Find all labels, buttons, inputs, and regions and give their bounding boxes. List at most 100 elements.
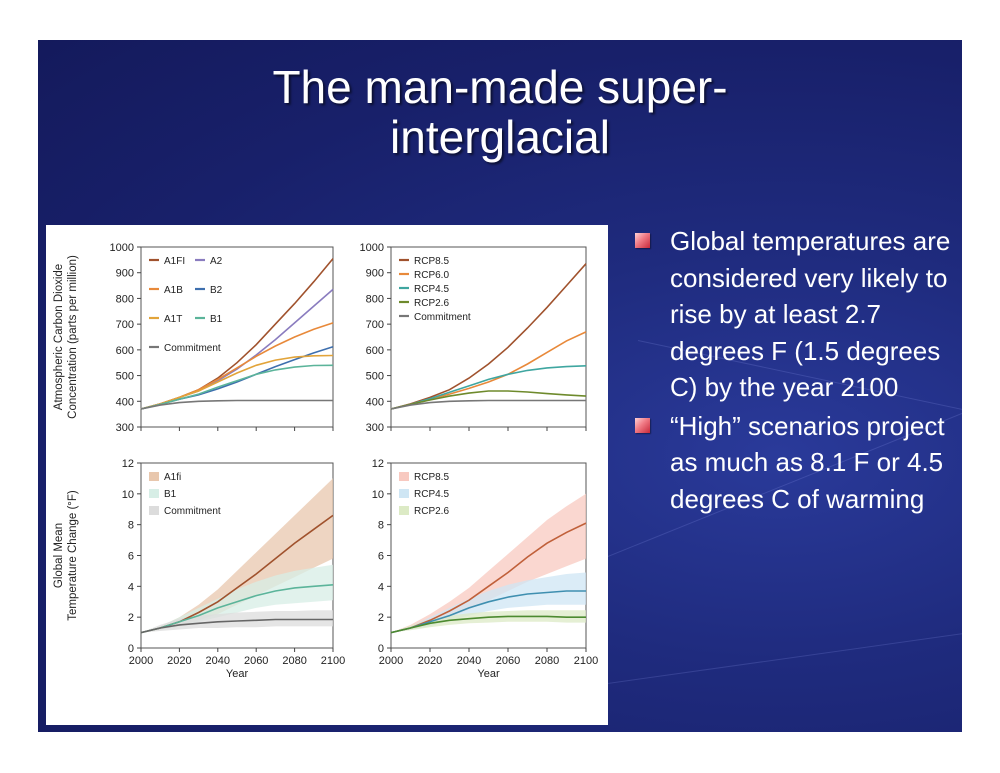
y-tick-label: 400 — [116, 396, 134, 408]
x-tick-label: 2040 — [457, 655, 481, 667]
y-tick-label: 4 — [128, 581, 134, 593]
y-tick-label: 8 — [378, 520, 384, 532]
y-tick-label: 700 — [116, 319, 134, 331]
y-tick-label: 1000 — [360, 242, 384, 254]
y-tick-label: 800 — [366, 293, 384, 305]
x-tick-label: 2100 — [574, 655, 598, 667]
legend-label-commitment: Commitment — [164, 343, 221, 354]
legend-label-b2: B2 — [210, 285, 223, 296]
y-tick-label: 700 — [366, 319, 384, 331]
x-tick-label: 2000 — [379, 655, 403, 667]
x-tick-label: 2020 — [167, 655, 191, 667]
series-line-b1 — [140, 364, 334, 410]
y-tick-label: 10 — [372, 489, 384, 501]
bullet-square-icon — [635, 233, 650, 248]
legend-label-a2: A2 — [210, 256, 223, 267]
legend-label-a1t: A1T — [164, 314, 182, 325]
legend-label-rcp6-0: RCP6.0 — [414, 270, 449, 281]
legend-label-rcp4-5: RCP4.5 — [414, 284, 449, 295]
series-line-commitment — [390, 399, 586, 410]
bullet-list: Global temperatures are considered very … — [632, 223, 952, 519]
series-line-rcp8-5 — [390, 522, 587, 634]
x-tick-label: 2060 — [244, 655, 268, 667]
y-axis-label: Atmospheric Carbon Dioxide — [53, 264, 65, 410]
y-tick-label: 600 — [116, 345, 134, 357]
bullet-item: “High” scenarios project as much as 8.1 … — [632, 408, 952, 518]
legend-label-rcp8-5: RCP8.5 — [414, 472, 449, 483]
legend-label-a1b: A1B — [164, 285, 183, 296]
y-tick-label: 600 — [366, 345, 384, 357]
legend-swatch-rcp2-6 — [399, 506, 409, 515]
y-tick-label: 0 — [378, 643, 384, 655]
y-tick-label: 4 — [378, 581, 384, 593]
legend-label-rcp8-5: RCP8.5 — [414, 256, 449, 267]
series-line-rcp2-6 — [390, 615, 586, 634]
y-axis-label: Global Mean — [53, 523, 65, 588]
y-tick-label: 300 — [116, 422, 134, 434]
legend-swatch-a1fi — [149, 472, 159, 481]
y-tick-label: 800 — [116, 293, 134, 305]
y-tick-label: 300 — [366, 422, 384, 434]
y-tick-label: 900 — [116, 268, 134, 280]
legend-label-commitment: Commitment — [414, 312, 471, 323]
x-tick-label: 2100 — [321, 655, 345, 667]
y-tick-label: 6 — [128, 551, 134, 563]
y-tick-label: 12 — [122, 458, 134, 470]
bullet-square-icon — [635, 417, 650, 433]
slide-title-line-2: interglacial — [390, 111, 610, 163]
legend-swatch-rcp8-5 — [399, 472, 409, 481]
legend-label-a1fi: A1fi — [164, 472, 181, 483]
y-tick-label: 1000 — [110, 242, 134, 254]
legend-swatch-commitment — [149, 506, 159, 515]
legend-label-rcp2-6: RCP2.6 — [414, 298, 449, 309]
bullet-text: Global temperatures are considered very … — [670, 226, 951, 402]
series-line-commitment — [140, 618, 333, 634]
series-line-b1 — [140, 584, 334, 634]
series-line-a1t — [140, 354, 334, 410]
y-tick-label: 8 — [128, 520, 134, 532]
series-line-rcp4-5 — [390, 365, 587, 410]
band-b1 — [141, 564, 333, 633]
plot-frame — [140, 246, 334, 428]
y-tick-label: 500 — [116, 371, 134, 383]
legend-swatch-b1 — [149, 489, 159, 498]
x-tick-label: 2080 — [535, 655, 559, 667]
x-axis-label: Year — [226, 668, 249, 680]
y-tick-label: 2 — [128, 612, 134, 624]
y-tick-label: 2 — [378, 612, 384, 624]
x-tick-label: 2060 — [496, 655, 520, 667]
legend-label-rcp4-5: RCP4.5 — [414, 489, 449, 500]
climate-figure: 300 400 500 600 700 800 900 1000 Atmospheric Car… — [46, 225, 608, 725]
y-tick-label: 900 — [366, 268, 384, 280]
y-axis-label: Temperature Change (°F) — [67, 490, 79, 621]
slide-title: The man-made super- interglacial — [38, 62, 962, 162]
legend-label-a1fi: A1FI — [164, 256, 185, 267]
series-line-rcp8-5 — [390, 263, 587, 410]
legend-label-rcp2-6: RCP2.6 — [414, 506, 449, 517]
plot-frame — [390, 246, 587, 428]
y-tick-label: 12 — [372, 458, 384, 470]
series-line-commitment — [140, 399, 333, 410]
x-tick-label: 2040 — [206, 655, 230, 667]
slide: The man-made super- interglacial 300 400 5… — [38, 40, 962, 732]
y-tick-label: 400 — [366, 396, 384, 408]
y-axis-label: Concentration (parts per million) — [67, 255, 79, 419]
x-tick-label: 2000 — [129, 655, 153, 667]
x-axis-label: Year — [477, 668, 500, 680]
x-tick-label: 2080 — [282, 655, 306, 667]
band-rcp8-5 — [391, 493, 586, 633]
y-tick-label: 0 — [128, 643, 134, 655]
series-line-rcp2-6 — [390, 390, 587, 410]
legend-label-b1: B1 — [210, 314, 223, 325]
y-tick-label: 500 — [366, 371, 384, 383]
y-tick-label: 6 — [378, 551, 384, 563]
bullet-item: Global temperatures are considered very … — [632, 223, 952, 406]
slide-title-line-1: The man-made super- — [272, 61, 728, 113]
series-line-rcp4-5 — [390, 590, 586, 634]
x-tick-label: 2020 — [418, 655, 442, 667]
legend-swatch-rcp4-5 — [399, 489, 409, 498]
legend-label-b1: B1 — [164, 489, 177, 500]
y-tick-label: 10 — [122, 489, 134, 501]
bullet-text: “High” scenarios project as much as 8.1 … — [670, 410, 945, 514]
